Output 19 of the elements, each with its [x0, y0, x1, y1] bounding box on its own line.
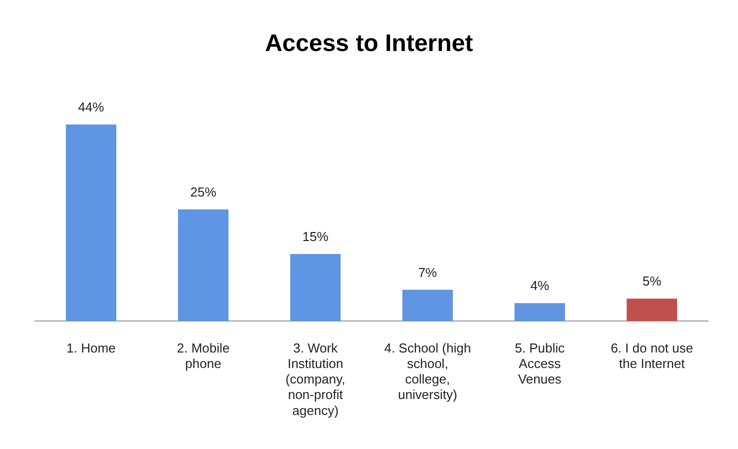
- bar: [402, 290, 453, 321]
- bar: [66, 124, 116, 321]
- data-label: 15%: [302, 229, 329, 244]
- x-tick-label: 4. School (high school, college, university): [384, 340, 471, 402]
- bar: [514, 303, 565, 321]
- x-tick-label: 1. Home: [66, 340, 116, 356]
- x-tick-label: 3. Work Institution (company, non-profit agency): [286, 340, 346, 418]
- bar: [290, 254, 341, 321]
- x-tick-label: 2. Mobile phone: [176, 340, 230, 371]
- data-label: 25%: [190, 184, 217, 200]
- x-tick-label: 6. I do not use the Internet: [610, 340, 694, 371]
- chart-title: Access to Internet: [264, 30, 474, 58]
- data-label: 44%: [78, 100, 105, 115]
- x-tick-label: 5. Public Access Venues: [514, 340, 566, 387]
- data-label: 7%: [418, 264, 438, 280]
- bar: [178, 209, 228, 321]
- data-label: 5%: [642, 274, 662, 289]
- data-label: 4%: [530, 278, 550, 294]
- bar: [626, 298, 678, 321]
